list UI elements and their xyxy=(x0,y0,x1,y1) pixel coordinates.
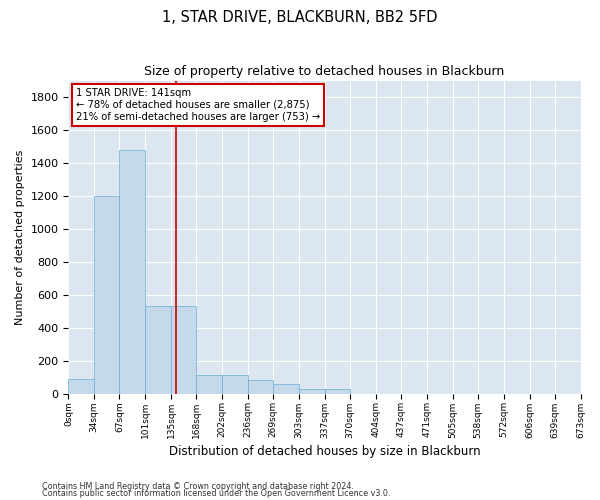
Bar xyxy=(273,384,299,394)
Bar xyxy=(145,306,171,394)
Text: Contains HM Land Registry data © Crown copyright and database right 2024.: Contains HM Land Registry data © Crown c… xyxy=(42,482,354,491)
Title: Size of property relative to detached houses in Blackburn: Size of property relative to detached ho… xyxy=(145,65,505,78)
Bar xyxy=(119,150,145,394)
Y-axis label: Number of detached properties: Number of detached properties xyxy=(15,150,25,324)
Bar xyxy=(222,374,248,394)
Bar xyxy=(248,380,273,394)
Text: 1, STAR DRIVE, BLACKBURN, BB2 5FD: 1, STAR DRIVE, BLACKBURN, BB2 5FD xyxy=(162,10,438,25)
Text: 1 STAR DRIVE: 141sqm
← 78% of detached houses are smaller (2,875)
21% of semi-de: 1 STAR DRIVE: 141sqm ← 78% of detached h… xyxy=(76,88,320,122)
Bar xyxy=(171,306,196,394)
Text: Contains public sector information licensed under the Open Government Licence v3: Contains public sector information licen… xyxy=(42,489,391,498)
Bar xyxy=(68,378,94,394)
Bar xyxy=(299,388,325,394)
Bar xyxy=(325,388,350,394)
X-axis label: Distribution of detached houses by size in Blackburn: Distribution of detached houses by size … xyxy=(169,444,480,458)
Bar xyxy=(94,196,119,394)
Bar xyxy=(196,374,222,394)
